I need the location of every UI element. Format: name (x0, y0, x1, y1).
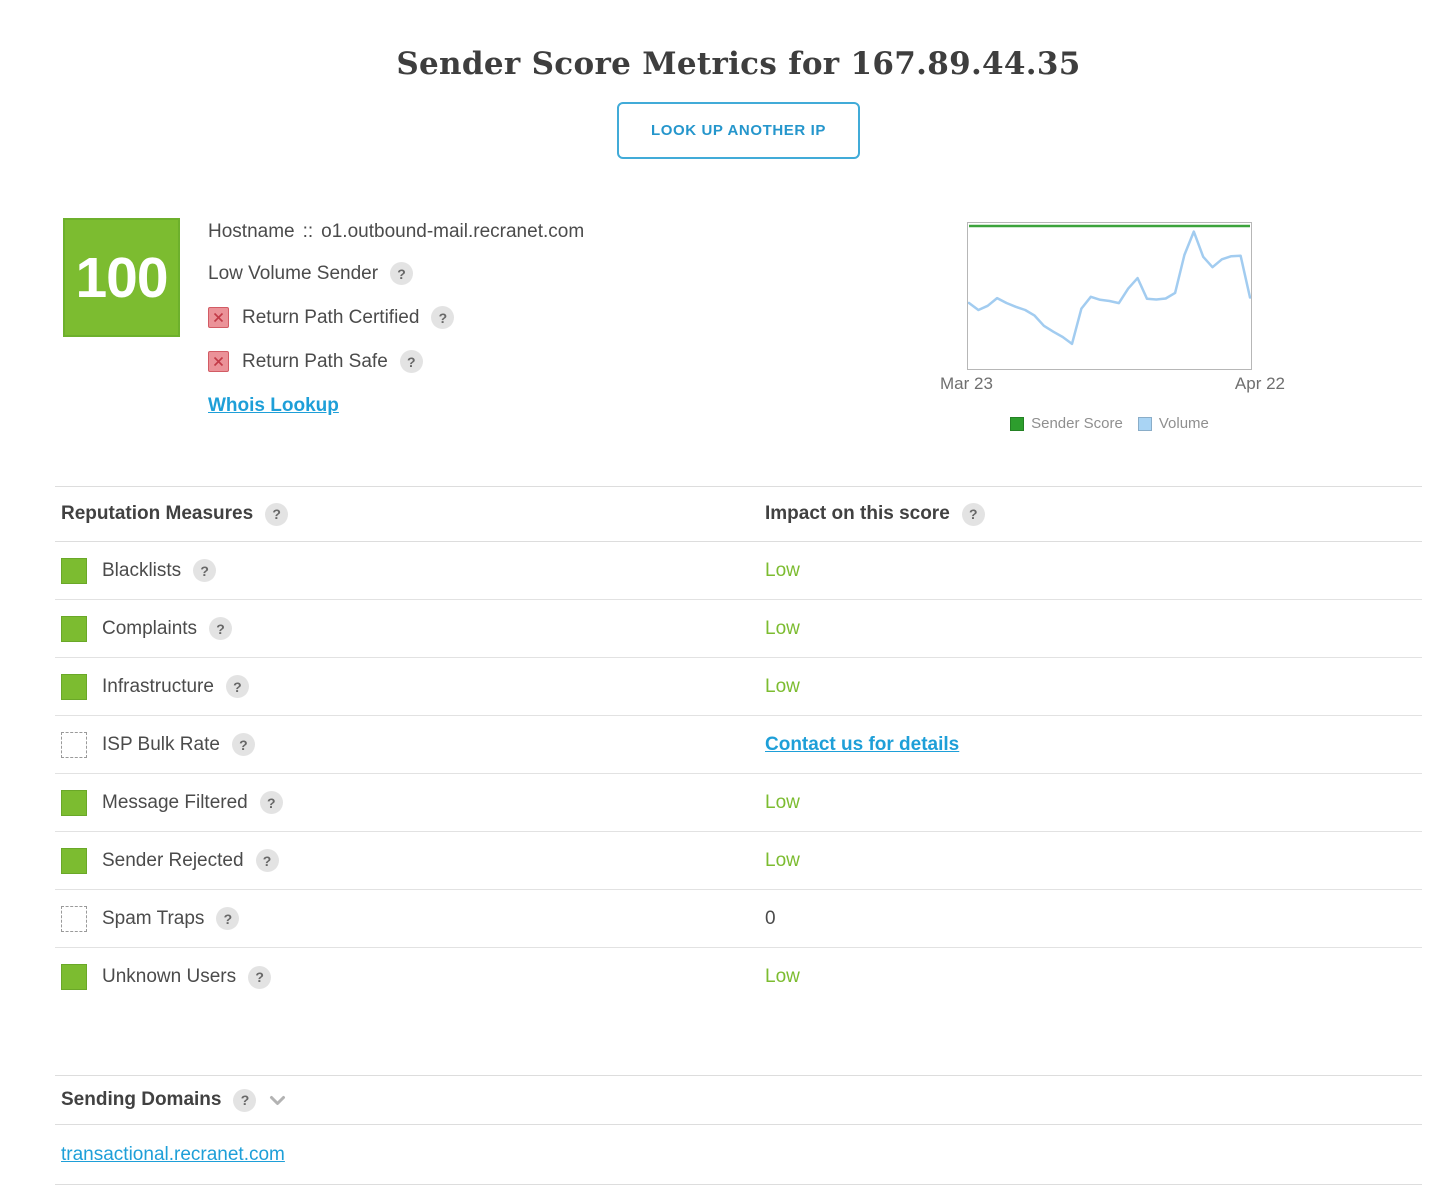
measure-label: Message Filtered (102, 791, 248, 813)
impact-value: Low (765, 559, 800, 581)
status-square-green-icon (61, 615, 87, 642)
sending-domains-title: Sending Domains (61, 1089, 222, 1110)
x-mark-icon (213, 312, 224, 323)
x-axis-end-label: Apr 22 (1234, 374, 1285, 393)
help-icon[interactable]: ? (431, 306, 455, 329)
measure-label: Infrastructure (102, 675, 214, 697)
help-icon[interactable]: ? (961, 502, 985, 526)
impact-value: Low (765, 791, 800, 813)
sending-domain-row: transactional.recranet.com (55, 1125, 1422, 1185)
table-row: Unknown Users? Low (55, 948, 1422, 1006)
help-icon[interactable]: ? (209, 617, 233, 640)
score-volume-chart (967, 222, 1252, 370)
lookup-button-wrap: LOOK UP ANOTHER IP (55, 102, 1422, 159)
chevron-down-icon[interactable] (269, 1095, 286, 1106)
sender-score-value: 100 (75, 245, 168, 310)
measure-label: ISP Bulk Rate (102, 733, 220, 755)
reputation-table-header: Reputation Measures ? Impact on this sco… (55, 486, 1422, 542)
table-row: Sender Rejected? Low (55, 832, 1422, 890)
help-icon[interactable]: ? (255, 849, 279, 872)
hostname-line: Hostname :: o1.outbound-mail.recranet.co… (208, 221, 584, 243)
reputation-rows: Blacklists? Low Complaints? Low Infrastructu… (55, 542, 1422, 1006)
table-row: Infrastructure? Low (55, 658, 1422, 716)
volume-sender-label: Low Volume Sender (208, 262, 379, 284)
reputation-table: Reputation Measures ? Impact on this sco… (55, 486, 1422, 1006)
chart-legend: Sender Score Volume (967, 415, 1252, 432)
table-row: ISP Bulk Rate? Contact us for details (55, 716, 1422, 774)
sender-score-badge: 100 (63, 218, 180, 337)
table-row: Complaints? Low (55, 600, 1422, 658)
status-square-green-icon (61, 557, 87, 584)
impact-header: Impact on this score (765, 503, 950, 524)
measure-label: Complaints (102, 617, 198, 639)
help-icon[interactable]: ? (248, 965, 272, 989)
help-icon[interactable]: ? (225, 675, 249, 698)
table-row: Spam Traps? 0 (55, 890, 1422, 948)
impact-value: Low (765, 617, 800, 639)
return-path-safe-label: Return Path Safe (242, 350, 388, 372)
sending-domains-header: Sending Domains ? (55, 1075, 1422, 1125)
help-icon[interactable]: ? (390, 262, 414, 285)
return-path-certified-checkbox (208, 307, 229, 328)
volume-swatch-icon (1137, 416, 1152, 431)
table-row: Blacklists? Low (55, 542, 1422, 600)
measure-label: Blacklists (102, 559, 182, 581)
table-row: Message Filtered? Low (55, 774, 1422, 832)
sending-domains-section: Sending Domains ? transactional.recranet… (55, 1075, 1422, 1185)
impact-value: 0 (765, 907, 776, 929)
sending-domain-link[interactable]: transactional.recranet.com (61, 1143, 285, 1165)
legend-label: Volume (1158, 415, 1209, 432)
volume-sender-line: Low Volume Sender ? (208, 262, 414, 285)
sending-domains-rows: transactional.recranet.com (55, 1125, 1422, 1185)
sender-score-swatch-icon (1010, 416, 1025, 431)
status-square-green-icon (61, 964, 87, 990)
measure-label: Spam Traps (102, 907, 205, 929)
impact-value: Low (765, 849, 800, 871)
help-icon[interactable]: ? (399, 350, 423, 373)
status-square-green-icon (61, 789, 87, 816)
return-path-certified-label: Return Path Certified (242, 306, 420, 328)
impact-value: Low (765, 966, 800, 987)
whois-lookup-link[interactable]: Whois Lookup (208, 395, 339, 416)
status-square-empty-icon (61, 905, 87, 932)
return-path-safe-line: Return Path Safe ? (208, 350, 423, 373)
help-icon[interactable]: ? (259, 791, 283, 814)
hostname-value: o1.outbound-mail.recranet.com (321, 221, 585, 242)
help-icon[interactable]: ? (216, 907, 240, 930)
page-title: Sender Score Metrics for 167.89.44.35 (396, 46, 1081, 82)
status-square-empty-icon (61, 731, 87, 758)
measure-label: Unknown Users (102, 966, 237, 987)
return-path-certified-line: Return Path Certified ? (208, 306, 455, 329)
help-icon[interactable]: ? (193, 559, 217, 582)
volume-line (968, 230, 1251, 346)
measure-label: Sender Rejected (102, 849, 244, 871)
status-square-green-icon (61, 673, 87, 700)
legend-item-volume: Volume (1137, 415, 1209, 432)
hostname-label: Hostname (208, 221, 295, 242)
help-icon[interactable]: ? (265, 502, 289, 526)
x-axis-start-label: Mar 23 (940, 374, 993, 393)
legend-label: Sender Score (1031, 415, 1123, 432)
help-icon[interactable]: ? (233, 1088, 257, 1112)
lookup-another-ip-button[interactable]: LOOK UP ANOTHER IP (617, 102, 860, 159)
return-path-safe-checkbox (208, 351, 229, 372)
impact-value[interactable]: Contact us for details (765, 733, 960, 755)
impact-value: Low (765, 675, 800, 697)
reputation-measures-header: Reputation Measures (61, 503, 254, 524)
chart-canvas (968, 224, 1251, 346)
whois-line: Whois Lookup (208, 395, 339, 417)
chart-x-axis: Mar 23 Apr 22 (940, 374, 1285, 394)
help-icon[interactable]: ? (231, 733, 255, 756)
status-square-green-icon (61, 847, 87, 874)
x-mark-icon (213, 356, 224, 367)
hostname-separator: :: (302, 221, 314, 242)
legend-item-sender-score: Sender Score (1010, 415, 1123, 432)
